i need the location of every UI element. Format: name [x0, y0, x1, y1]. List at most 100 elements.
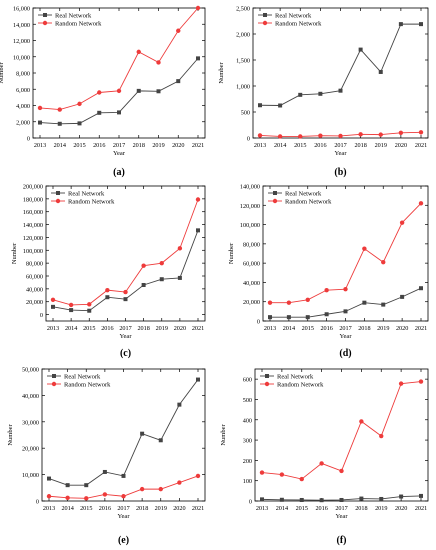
- data-point-real: [279, 497, 284, 502]
- panel-label: (c): [120, 348, 131, 359]
- data-point-random: [156, 60, 161, 65]
- data-point-real: [338, 88, 343, 93]
- y-tick-label: 30,000: [22, 419, 39, 426]
- x-tick-label: 2018: [354, 142, 366, 149]
- y-axis-label: Number: [228, 242, 235, 264]
- data-point-real: [398, 22, 403, 27]
- plot-frame: [252, 7, 429, 139]
- data-point-random: [159, 260, 164, 266]
- data-point-random: [305, 297, 310, 302]
- plot-frame: [32, 7, 206, 139]
- chart-panel-c: 0 20,000 40,000 60,000 80,000 100,000 120,000 1…: [11, 184, 206, 359]
- data-point-random: [418, 201, 424, 206]
- x-tick-label: 2019: [375, 505, 387, 512]
- x-tick-label: 2018: [137, 325, 149, 332]
- x-tick-label: 2014: [276, 505, 288, 512]
- x-tick-label: 2018: [358, 325, 370, 332]
- y-tick-label: 14,000: [13, 22, 30, 29]
- y-tick-label: 100,000: [23, 248, 43, 255]
- x-tick-label: 2019: [155, 505, 167, 512]
- data-point-random: [359, 419, 364, 424]
- data-point-random: [398, 130, 404, 135]
- x-tick-label: 2017: [113, 142, 125, 149]
- legend-marker: [55, 198, 61, 204]
- data-point-random: [177, 480, 182, 485]
- x-tick-label: 2017: [339, 325, 351, 332]
- x-tick-label: 2019: [156, 325, 168, 332]
- legend-label: Real Network: [275, 12, 312, 19]
- data-point-random: [338, 133, 343, 139]
- data-point-real: [419, 286, 423, 291]
- data-point-random: [259, 470, 265, 475]
- data-point-random: [343, 286, 348, 292]
- data-point-real: [278, 103, 283, 108]
- data-point-random: [65, 495, 70, 501]
- data-point-real: [419, 493, 423, 498]
- data-point-random: [362, 246, 367, 251]
- y-axis-label: Number: [0, 62, 5, 84]
- data-point-random: [279, 472, 285, 477]
- legend-label: Real Network: [277, 373, 314, 380]
- y-tick-label: 40,000: [26, 286, 43, 293]
- data-point-real: [140, 431, 145, 436]
- data-point-random: [286, 300, 292, 305]
- legend-marker: [272, 198, 278, 204]
- y-axis-label: Number: [218, 62, 225, 84]
- data-point-real: [177, 402, 182, 407]
- x-tick-label: 2017: [334, 142, 346, 149]
- chart-panel-f: 0 100 200 300 400 500 600 2013 2014 2015 2016 2017 2…: [220, 368, 429, 546]
- data-point-real: [69, 308, 74, 313]
- x-axis-label: Year: [113, 150, 126, 157]
- data-point-random: [195, 473, 201, 479]
- series-line-real: [48, 379, 199, 486]
- x-tick-label: 2019: [375, 142, 387, 149]
- y-tick-label: 20,000: [243, 299, 260, 306]
- x-tick-label: 2013: [47, 325, 59, 332]
- legend-marker: [42, 20, 48, 26]
- y-tick-label: 0: [257, 319, 260, 326]
- x-tick-label: 2020: [395, 505, 407, 512]
- data-point-real: [359, 496, 364, 501]
- x-tick-label: 2016: [320, 325, 332, 332]
- data-point-real: [87, 308, 92, 313]
- data-point-random: [177, 246, 183, 251]
- legend-label: Random Network: [285, 198, 332, 205]
- data-point-real: [97, 110, 102, 115]
- x-tick-label: 2013: [256, 505, 268, 512]
- legend-marker: [56, 191, 60, 195]
- data-point-random: [324, 287, 329, 293]
- data-point-real: [379, 496, 384, 501]
- data-point-real: [176, 79, 181, 84]
- x-tick-label: 2017: [117, 505, 129, 512]
- x-axis-label: Year: [340, 333, 353, 340]
- y-tick-label: 100,000: [240, 222, 260, 229]
- data-point-real: [159, 277, 164, 282]
- data-point-random: [105, 287, 110, 293]
- data-point-random: [37, 105, 43, 111]
- y-tick-label: 400: [243, 417, 252, 424]
- data-point-random: [121, 494, 126, 499]
- legend-label: Real Network: [64, 373, 101, 380]
- data-point-real: [156, 89, 161, 94]
- y-tick-label: 20,000: [26, 299, 43, 306]
- x-tick-label: 2020: [395, 142, 407, 149]
- legend-label: Real Network: [55, 12, 92, 19]
- y-tick-label: 120,000: [23, 235, 43, 242]
- data-point-real: [299, 497, 304, 502]
- plot-frame: [262, 185, 429, 322]
- x-axis-label: Year: [335, 150, 348, 157]
- y-tick-label: 160,000: [23, 209, 43, 216]
- data-point-real: [358, 47, 363, 52]
- x-tick-label: 2020: [173, 505, 185, 512]
- data-point-random: [158, 486, 163, 492]
- series-line-random: [52, 199, 199, 306]
- x-tick-label: 2016: [93, 142, 105, 149]
- data-point-real: [51, 304, 55, 309]
- data-point-real: [38, 120, 42, 125]
- x-tick-label: 2020: [174, 325, 186, 332]
- data-point-random: [398, 381, 404, 386]
- x-tick-label: 2015: [80, 505, 92, 512]
- y-tick-label: 500: [241, 110, 250, 117]
- x-tick-label: 2014: [65, 325, 77, 332]
